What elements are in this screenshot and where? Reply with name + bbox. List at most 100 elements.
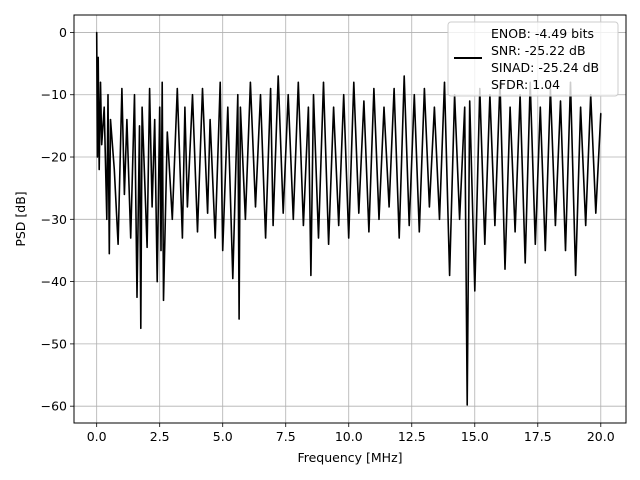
psd-data-point <box>600 112 602 114</box>
psd-data-point <box>186 206 188 208</box>
psd-data-point <box>166 131 168 133</box>
psd-data-point <box>328 243 330 245</box>
psd-data-point <box>292 218 294 220</box>
psd-data-point <box>249 81 251 83</box>
x-tick-label: 12.5 <box>398 429 426 444</box>
psd-data-point <box>156 281 158 283</box>
psd-data-point <box>244 218 246 220</box>
psd-data-point <box>297 81 299 83</box>
psd-data-point <box>459 218 461 220</box>
legend: ENOB: -4.49 bits SNR: -25.22 dB SINAD: -… <box>447 21 619 97</box>
psd-data-point <box>378 218 380 220</box>
y-tick-label: 0 <box>59 25 67 40</box>
psd-data-point <box>413 94 415 96</box>
psd-data-point <box>282 212 284 214</box>
psd-data-point <box>184 106 186 108</box>
psd-data-point <box>317 237 320 239</box>
legend-entry-enob: ENOB: -4.49 bits <box>491 26 594 41</box>
legend-entry-sfdr: SFDR: 1.04 <box>491 77 560 92</box>
psd-data-point <box>348 237 350 239</box>
psd-data-point <box>484 243 486 245</box>
psd-data-point <box>265 237 267 239</box>
psd-data-point <box>209 119 211 121</box>
psd-data-point <box>358 212 360 214</box>
psd-data-point <box>191 94 194 96</box>
psd-data-point <box>214 237 216 239</box>
psd-data-point <box>322 81 325 83</box>
psd-data-point <box>403 75 405 77</box>
psd-data-point <box>270 87 272 90</box>
psd-data-point <box>99 81 102 83</box>
psd-data-point <box>524 262 526 264</box>
y-tick-label: −40 <box>41 274 67 289</box>
x-tick-label: 7.5 <box>276 429 296 444</box>
psd-data-point <box>160 249 162 252</box>
psd-data-point <box>539 106 541 108</box>
psd-data-point <box>388 206 390 208</box>
psd-data-point <box>222 249 224 252</box>
psd-data-point <box>302 224 304 227</box>
psd-data-point <box>113 168 115 171</box>
psd-data-point <box>98 168 100 171</box>
x-tick-label: 20.0 <box>587 429 615 444</box>
psd-data-point <box>514 231 516 233</box>
psd-data-point <box>466 404 468 406</box>
psd-data-point <box>96 31 98 33</box>
psd-data-point <box>333 106 335 108</box>
psd-data-point <box>103 106 105 108</box>
psd-data-point <box>106 218 108 220</box>
psd-data-point <box>107 94 109 96</box>
psd-data-point <box>580 106 582 108</box>
psd-data-point <box>133 94 136 96</box>
x-tick-label: 5.0 <box>213 429 233 444</box>
y-tick-label: −20 <box>41 150 67 165</box>
psd-data-point <box>149 87 151 90</box>
psd-data-point <box>559 100 562 102</box>
psd-data-point <box>312 94 315 96</box>
x-axis-ticks: 0.0 2.5 5.0 7.5 10.0 12.5 15.0 17.5 20.0 <box>87 423 615 444</box>
psd-data-point <box>363 100 365 102</box>
psd-data-point <box>398 237 400 239</box>
x-tick-label: 15.0 <box>461 429 489 444</box>
y-tick-label: −50 <box>41 336 67 351</box>
psd-line-group <box>95 31 602 406</box>
legend-entry-sinad: SINAD: -25.24 dB <box>491 60 599 75</box>
psd-data-point <box>287 94 289 96</box>
psd-data-point <box>343 94 345 96</box>
psd-data-point <box>196 231 199 233</box>
psd-data-point <box>254 206 257 208</box>
psd-data-point <box>554 224 557 227</box>
psd-data-point <box>101 144 103 146</box>
psd-data-point <box>504 268 506 270</box>
x-tick-label: 2.5 <box>150 429 170 444</box>
y-tick-label: −60 <box>41 399 67 414</box>
y-tick-label: −10 <box>41 87 67 102</box>
psd-data-point <box>207 212 209 214</box>
psd-data-point <box>232 277 234 280</box>
y-tick-label: −30 <box>41 212 67 227</box>
y-axis-ticks: 0 −10 −20 −30 −40 −50 −60 <box>41 25 74 414</box>
psd-data-point <box>474 290 476 292</box>
psd-data-point <box>239 106 241 108</box>
psd-data-point <box>141 106 143 108</box>
psd-data-point <box>171 218 173 220</box>
psd-data-point <box>138 125 141 127</box>
y-axis-label: PSD [dB] <box>13 191 28 246</box>
psd-data-point <box>408 224 410 227</box>
psd-data-point <box>449 274 451 276</box>
psd-data-point <box>418 231 420 233</box>
psd-data-point <box>464 106 466 108</box>
psd-data-point <box>383 106 385 108</box>
x-axis-label: Frequency [MHz] <box>297 450 402 465</box>
psd-data-point <box>117 243 119 245</box>
psd-data-point <box>201 87 204 90</box>
psd-data-point <box>423 87 425 90</box>
psd-data-point <box>310 274 312 276</box>
psd-data-point <box>428 206 430 208</box>
psd-data-point <box>443 81 446 83</box>
psd-data-point <box>130 237 132 239</box>
psd-data-point <box>154 119 156 121</box>
psd-data-point <box>97 56 99 59</box>
psd-data-point <box>181 237 183 239</box>
psd-data-point <box>469 100 471 102</box>
